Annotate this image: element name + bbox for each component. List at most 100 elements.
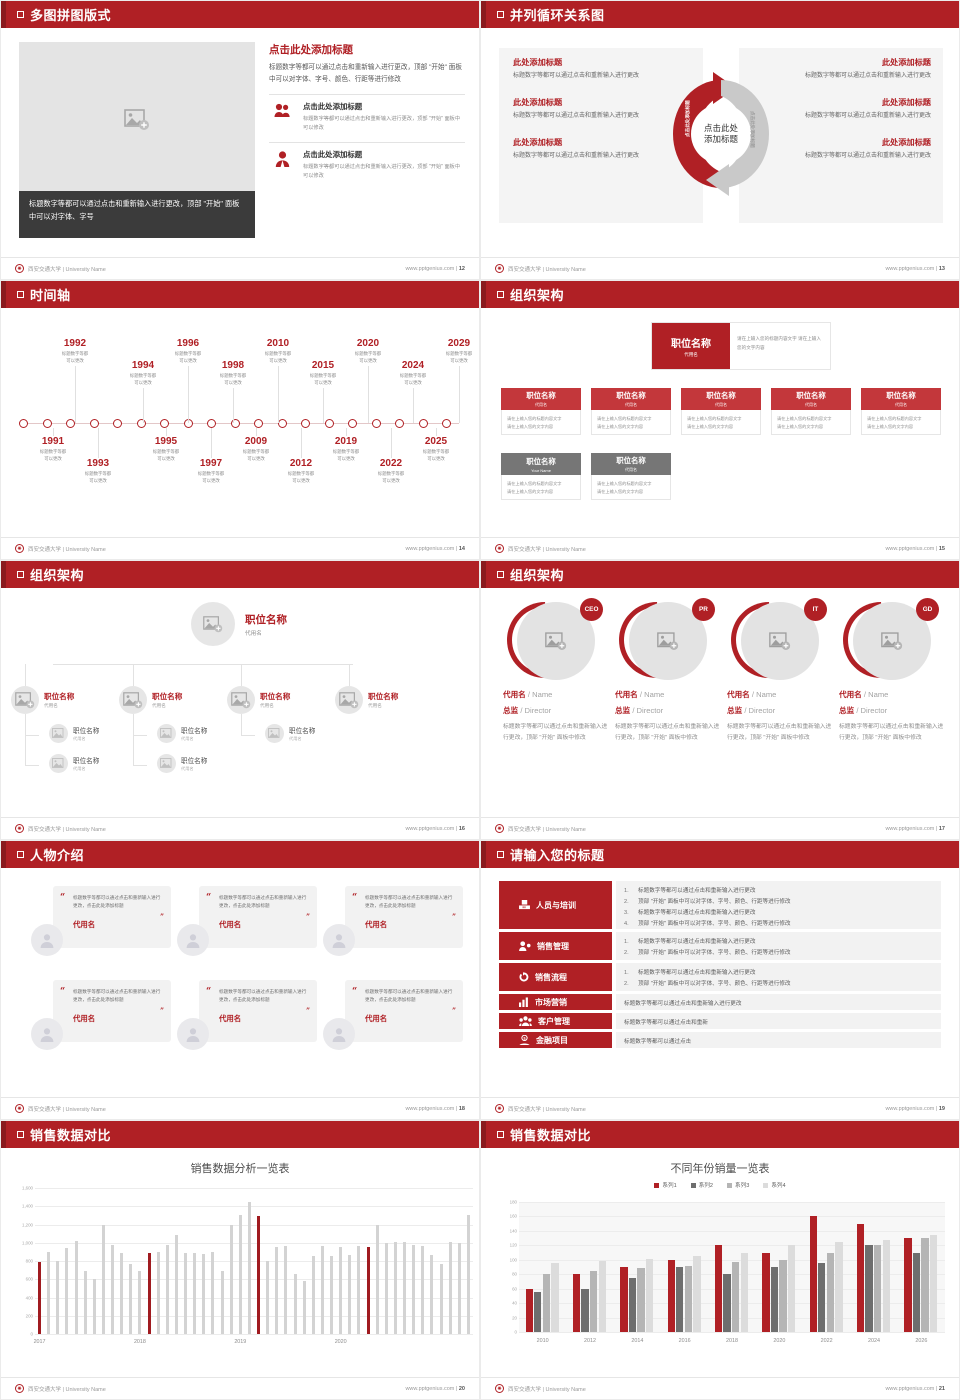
chart-bar[interactable]	[38, 1261, 42, 1334]
org-card[interactable]: 职位名称 代用名 请在上输入您的标题内容文字 请在上输入您的文字内容	[501, 388, 581, 435]
chart-bar[interactable]	[448, 1241, 452, 1334]
chart-bar[interactable]	[83, 1271, 87, 1334]
timeline-dot[interactable]	[254, 419, 263, 428]
chart-bar[interactable]	[676, 1267, 684, 1332]
team-avatar[interactable]: GD	[827, 586, 947, 694]
chart-bar[interactable]	[92, 1279, 96, 1334]
chart-bar[interactable]	[393, 1241, 397, 1334]
chart-bar[interactable]	[193, 1252, 197, 1334]
chart-bar[interactable]	[275, 1247, 279, 1334]
chart-bar[interactable]	[247, 1201, 251, 1334]
timeline-event[interactable]: 2025 标题数字等都 可以更改	[404, 436, 468, 462]
team-member-card[interactable]: GD 代用名 / Name 总监 / Director 标题数字等都可以通过点击…	[827, 586, 947, 743]
category-button[interactable]: 人员与培训	[499, 881, 612, 929]
chart-bar[interactable]	[311, 1255, 315, 1334]
chart-bar[interactable]	[184, 1252, 188, 1334]
chart-bar[interactable]	[912, 1252, 921, 1332]
timeline-event[interactable]: 1998 标题数字等都 可以更改	[201, 360, 265, 386]
chart-bar[interactable]	[457, 1242, 461, 1334]
chart-bar[interactable]	[645, 1259, 654, 1332]
chart-bar[interactable]	[904, 1238, 912, 1332]
cycle-item[interactable]: 此处添加标题 标题数字等都可以通过点击和重新输入进行更改	[513, 96, 663, 122]
chart-bar[interactable]	[211, 1251, 215, 1334]
timeline-event[interactable]: 2029 标题数字等都 可以更改	[427, 338, 479, 364]
org-node[interactable]: 职位名称 代用名	[119, 686, 199, 714]
chart-bar[interactable]	[637, 1268, 645, 1332]
quote-card[interactable]: “ ” 标题数字等都可以通过点击和重新输入进行更改，点击此处添加标题 代用名	[53, 886, 171, 948]
cycle-item[interactable]: 此处添加标题 标题数字等都可以通过点击和重新输入进行更改	[781, 136, 931, 162]
chart-bar[interactable]	[534, 1292, 542, 1332]
chart-bar[interactable]	[542, 1274, 551, 1332]
timeline-dot[interactable]	[395, 419, 404, 428]
timeline-dot[interactable]	[66, 419, 75, 428]
category-button[interactable]: $ 金融项目	[499, 1032, 612, 1048]
grouped-bar-chart[interactable]: 0 20 40 60 80 100 120 140 160 180 2010 2012 2014 2016…	[481, 1198, 959, 1368]
timeline-dot[interactable]	[418, 419, 428, 428]
chart-bar[interactable]	[430, 1254, 434, 1334]
org-node[interactable]: 职位名称 代用名	[157, 754, 207, 773]
chart-bar[interactable]	[293, 1273, 297, 1334]
org-node[interactable]: 职位名称 代用名	[157, 724, 207, 743]
legend-item[interactable]: 系列3	[727, 1181, 749, 1189]
chart-bar[interactable]	[220, 1271, 224, 1334]
timeline-dot[interactable]	[324, 419, 334, 428]
category-button[interactable]: 市场营销	[499, 994, 612, 1010]
chart-bar[interactable]	[65, 1248, 69, 1334]
chart-bar[interactable]	[284, 1246, 288, 1334]
chart-bar[interactable]	[375, 1224, 379, 1334]
timeline-event[interactable]: 2015 标题数字等都 可以更改	[291, 360, 355, 386]
category-row[interactable]: 销售流程 1. 标题数字等都可以通过点击和重新输入进行更改 2. 顶部 "开始" 面板…	[499, 963, 941, 991]
image-placeholder[interactable]	[19, 42, 255, 197]
chart-bar[interactable]	[366, 1247, 370, 1334]
chart-bar[interactable]	[266, 1261, 270, 1334]
chart-bar[interactable]	[101, 1224, 105, 1334]
org-card[interactable]: 职位名称 代用名 请在上输入您的标题内容文字 请在上输入您的文字内容	[591, 453, 671, 500]
chart-bar[interactable]	[732, 1261, 740, 1332]
category-row[interactable]: 客户管理 标题数字等都可以通过点击和重新	[499, 1013, 941, 1029]
chart-bar[interactable]	[856, 1223, 865, 1332]
chart-bar[interactable]	[835, 1241, 843, 1332]
team-avatar[interactable]: IT	[715, 586, 835, 694]
timeline-event[interactable]: 1994 标题数字等都 可以更改	[111, 360, 175, 386]
timeline-event[interactable]: 1991 标题数字等都 可以更改	[21, 436, 85, 462]
chart-bar[interactable]	[818, 1263, 826, 1332]
chart-bar[interactable]	[330, 1256, 334, 1334]
timeline-dot[interactable]	[160, 419, 169, 428]
chart-bar[interactable]	[581, 1288, 589, 1332]
feature-row[interactable]: 点击此处添加标题 标题数字等都可以通过点击和重新输入进行更改，顶部 "开始" 面…	[269, 141, 465, 181]
chart-bar[interactable]	[693, 1256, 701, 1332]
category-button[interactable]: 销售管理	[499, 932, 612, 960]
chart-bar[interactable]	[238, 1215, 242, 1334]
timeline-event[interactable]: 1996 标题数字等都 可以更改	[156, 338, 220, 364]
chart-bar[interactable]	[762, 1252, 770, 1332]
chart-bar[interactable]	[590, 1270, 598, 1332]
chart-bar[interactable]	[551, 1263, 559, 1332]
chart-bar[interactable]	[257, 1216, 261, 1334]
team-member-card[interactable]: PR 代用名 / Name 总监 / Director 标题数字等都可以通过点击…	[603, 586, 723, 743]
org-node[interactable]: 职位名称 代用名	[49, 724, 99, 743]
chart-bar[interactable]	[421, 1245, 425, 1334]
team-member-card[interactable]: IT 代用名 / Name 总监 / Director 标题数字等都可以通过点击…	[715, 586, 835, 743]
chart-bar[interactable]	[809, 1216, 817, 1332]
timeline-event[interactable]: 2009 标题数字等都 可以更改	[224, 436, 288, 462]
category-button[interactable]: 客户管理	[499, 1013, 612, 1029]
chart-bar[interactable]	[723, 1274, 731, 1332]
chart-bar[interactable]	[174, 1234, 178, 1334]
chart-bar[interactable]	[684, 1265, 693, 1332]
chart-bar[interactable]	[165, 1244, 169, 1334]
category-row[interactable]: $ 金融项目 标题数字等都可以通过点击	[499, 1032, 941, 1048]
quote-card[interactable]: “ ” 标题数字等都可以通过点击和重新输入进行更改，点击此处添加标题 代用名	[345, 886, 463, 948]
chart-bar[interactable]	[156, 1251, 160, 1334]
chart-bar[interactable]	[921, 1238, 929, 1332]
quote-card[interactable]: “ ” 标题数字等都可以通过点击和重新输入进行更改，点击此处添加标题 代用名	[345, 980, 463, 1042]
timeline-dot[interactable]	[19, 419, 28, 428]
timeline-dot[interactable]	[136, 419, 146, 428]
timeline-dot[interactable]	[371, 419, 381, 428]
org-node[interactable]: 职位名称 代用名	[227, 686, 307, 714]
chart-bar[interactable]	[826, 1252, 835, 1332]
org-root-node[interactable]: 职位名称 代用名 请在上输入您的标题内容文字 请在上输入您的文字内容	[651, 322, 831, 370]
org-card[interactable]: 职位名称 代用名 请在上输入您的标题内容文字 请在上输入您的文字内容	[771, 388, 851, 435]
cycle-item[interactable]: 此处添加标题 标题数字等都可以通过点击和重新输入进行更改	[513, 56, 663, 82]
chart-bar[interactable]	[740, 1252, 748, 1332]
chart-bar[interactable]	[770, 1267, 779, 1332]
